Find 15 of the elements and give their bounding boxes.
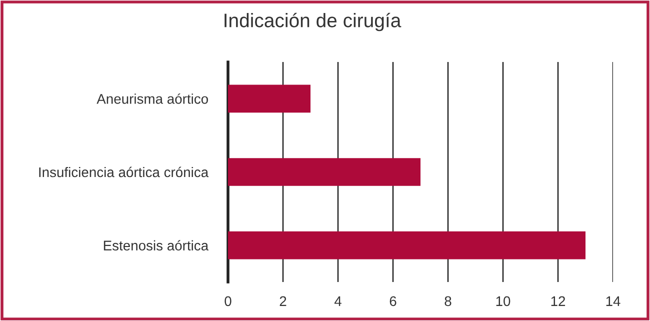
y-tick-label: Insuficiencia aórtica crónica [39,166,209,178]
x-tick-label: 14 [606,296,620,306]
bar [228,158,420,186]
x-tick-label: 0 [224,296,232,306]
x-tick-label: 6 [390,296,396,306]
x-tick-label: 2 [280,296,286,306]
x-tick-label: 4 [334,296,342,306]
bar [228,231,586,260]
y-tick-label: Aneurisma aórtico [96,93,208,104]
bar [228,84,310,113]
x-tick-label: 12 [551,296,566,306]
x-tick-label: 10 [496,296,510,306]
y-tick-label: Estenosis aórtica [104,240,209,251]
chart-title: Indicación de cirugía [224,12,402,32]
x-tick-label: 8 [444,296,452,306]
